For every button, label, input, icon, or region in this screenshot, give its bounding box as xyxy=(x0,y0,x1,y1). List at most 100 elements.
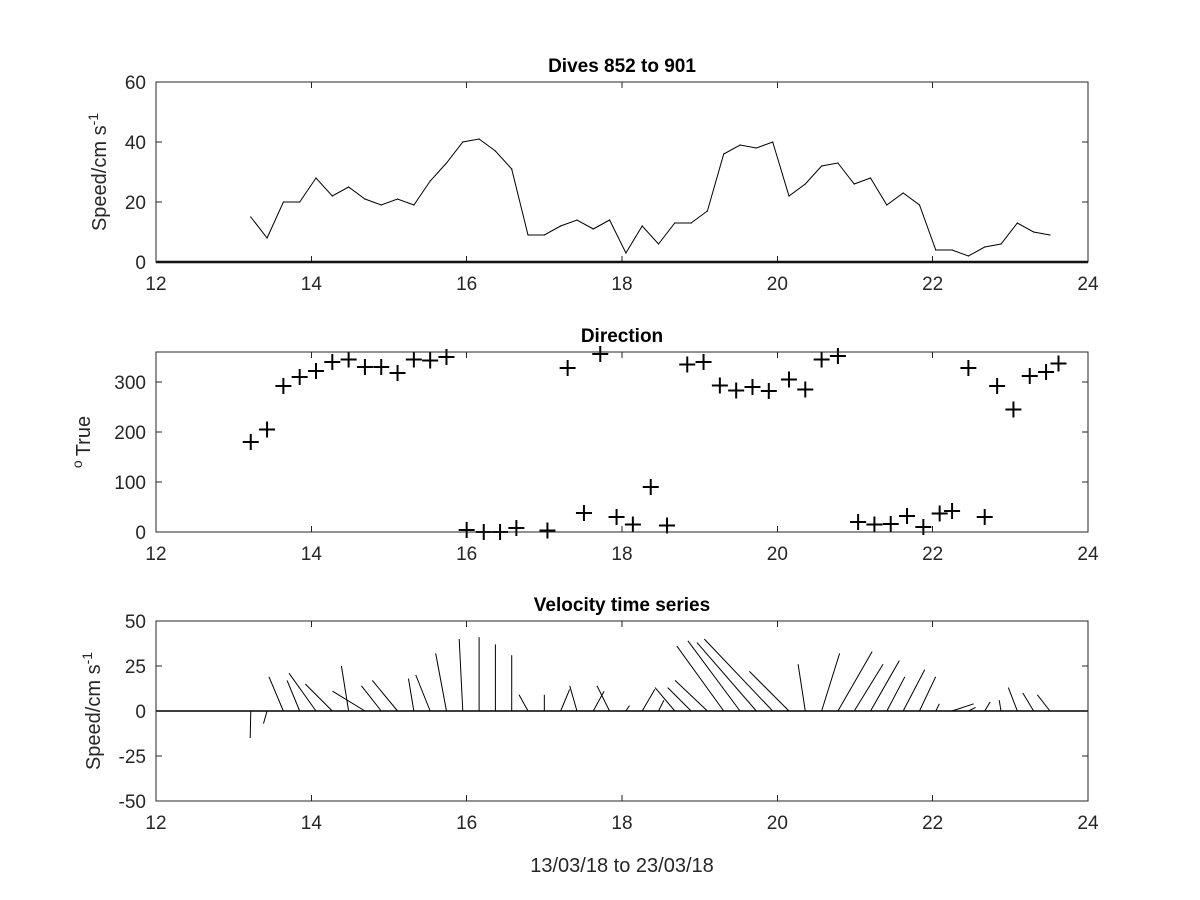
velocity-panel: Velocity time series 12 14 16 18 20 22 24 -50 -2… xyxy=(79,595,1099,877)
velocity-stick xyxy=(696,642,757,712)
velocity-stick xyxy=(1036,694,1051,712)
speed-point xyxy=(902,192,904,194)
direction-marker xyxy=(307,363,324,379)
velocity-stick xyxy=(458,638,464,712)
direction-marker xyxy=(642,479,659,495)
y-tick-label: 50 xyxy=(125,612,146,633)
speed-panel-axes xyxy=(155,81,1089,263)
y-tick-label: 60 xyxy=(125,73,146,94)
speed-point xyxy=(462,141,464,143)
velocity-stick xyxy=(371,680,398,712)
speed-point xyxy=(364,198,366,200)
velocity-stick xyxy=(654,687,676,712)
speed-point xyxy=(1049,234,1051,236)
x-tick-label: 16 xyxy=(456,544,477,565)
velocity-panel-title: Velocity time series xyxy=(534,595,710,616)
speed-point xyxy=(250,216,252,218)
velocity-stick xyxy=(968,706,976,712)
velocity-stick xyxy=(1022,692,1035,712)
speed-point xyxy=(869,177,872,179)
direction-marker xyxy=(813,351,830,368)
direction-marker xyxy=(389,365,406,381)
speed-point xyxy=(413,204,415,206)
velocity-stick xyxy=(1007,687,1018,712)
speed-point xyxy=(1016,222,1018,224)
velocity-stick xyxy=(288,672,317,712)
velocity-stick xyxy=(435,653,447,712)
direction-marker xyxy=(275,378,292,394)
direction-marker xyxy=(340,351,357,368)
velocity-stick xyxy=(658,699,665,712)
direction-marker xyxy=(624,516,641,533)
speed-point xyxy=(331,195,333,197)
direction-marker xyxy=(575,505,592,521)
velocity-stick xyxy=(560,689,571,712)
velocity-stick xyxy=(361,685,382,712)
x-tick-label: 14 xyxy=(301,813,323,834)
velocity-stick xyxy=(919,676,937,712)
velocity-stick xyxy=(935,703,940,712)
velocity-stick xyxy=(407,678,415,712)
velocity-stick xyxy=(853,663,884,712)
speed-point xyxy=(951,249,953,251)
direction-marker xyxy=(915,519,932,535)
velocity-panel-xlabel: 13/03/18 to 23/03/18 xyxy=(530,855,714,877)
x-tick-label: 12 xyxy=(145,813,166,834)
direction-marker xyxy=(695,354,712,370)
speed-panel: Dives 852 to 901 12 14 16 18 20 22 24 0 20 40 60 S… xyxy=(85,56,1099,295)
speed-point xyxy=(282,201,284,203)
direction-marker xyxy=(405,351,422,368)
speed-point xyxy=(511,168,513,170)
direction-marker xyxy=(882,516,899,532)
direction-marker xyxy=(866,516,883,533)
speed-point xyxy=(592,228,594,230)
direction-marker xyxy=(1005,401,1022,418)
velocity-stick xyxy=(951,703,974,712)
speed-panel-ylabel: Speed/cm s-1 xyxy=(85,113,111,231)
direction-panel-title: Direction xyxy=(581,326,663,347)
speed-point xyxy=(772,141,774,143)
direction-panel: Direction 12 14 16 18 20 22 24 0 100 200 300 oTrue xyxy=(69,326,1099,565)
velocity-stick xyxy=(340,665,350,712)
x-tick-label: 24 xyxy=(1077,813,1099,834)
x-tick-label: 14 xyxy=(301,544,323,565)
speed-point xyxy=(935,249,937,251)
direction-marker xyxy=(850,514,867,530)
velocity-stick xyxy=(332,690,366,712)
speed-point xyxy=(560,225,562,227)
x-tick-label: 24 xyxy=(1077,274,1099,295)
x-tick-label: 12 xyxy=(145,274,166,295)
direction-marker xyxy=(931,505,948,522)
velocity-panel-axes xyxy=(155,620,1089,802)
y-tick-label: 300 xyxy=(114,373,146,394)
velocity-stick xyxy=(249,710,252,739)
direction-marker xyxy=(679,356,696,373)
direction-marker xyxy=(829,348,846,364)
speed-point xyxy=(625,252,627,254)
velocity-stick xyxy=(676,645,725,712)
direction-marker xyxy=(242,434,259,450)
direction-marker xyxy=(373,359,390,375)
velocity-stick xyxy=(998,700,1002,712)
velocity-stick xyxy=(886,676,906,712)
x-tick-label: 14 xyxy=(301,274,323,295)
y-tick-label: -25 xyxy=(119,747,146,768)
velocity-stick xyxy=(596,685,611,712)
direction-marker xyxy=(508,520,525,536)
y-tick-label: 40 xyxy=(125,133,146,154)
direction-marker xyxy=(291,369,308,385)
speed-point xyxy=(918,204,921,206)
x-tick-label: 16 xyxy=(456,274,477,295)
speed-series-line xyxy=(250,138,1050,257)
direction-marker xyxy=(960,360,977,376)
x-tick-label: 22 xyxy=(922,274,943,295)
x-tick-label: 22 xyxy=(922,813,943,834)
speed-point xyxy=(804,183,806,185)
speed-point xyxy=(1000,243,1002,245)
speed-point xyxy=(1033,231,1035,233)
y-tick-label: 25 xyxy=(125,657,146,678)
x-tick-label: 20 xyxy=(767,813,788,834)
direction-marker xyxy=(989,378,1006,394)
speed-point xyxy=(266,237,268,239)
direction-marker xyxy=(324,354,341,370)
